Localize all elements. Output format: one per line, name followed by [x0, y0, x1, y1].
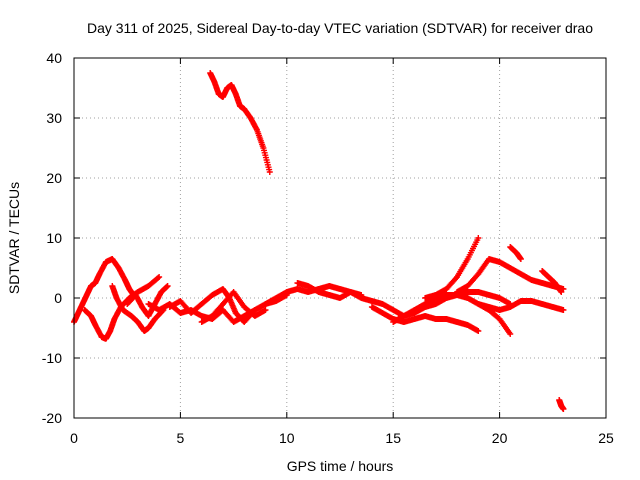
data-point: [475, 328, 482, 334]
chart-title: Day 311 of 2025, Sidereal Day-to-day VTE…: [87, 20, 593, 36]
y-tick-label: 40: [46, 50, 62, 66]
series-arc-17: [539, 268, 565, 295]
data-point: [475, 235, 482, 241]
grid-lines: [74, 58, 606, 418]
y-tick-label: 0: [54, 290, 62, 306]
data-point: [560, 406, 567, 412]
series-arc-7: [198, 289, 269, 325]
y-tick-label: 30: [46, 110, 62, 126]
data-point: [164, 283, 171, 289]
series-arc-16: [507, 244, 524, 262]
data-point: [251, 307, 258, 313]
series-arc-2: [81, 274, 163, 342]
x-tick-label: 25: [598, 430, 614, 446]
data-point: [517, 256, 524, 262]
x-axis-label: GPS time / hours: [287, 458, 394, 474]
series-arc-1: [71, 256, 137, 325]
y-tick-label: -10: [42, 350, 62, 366]
y-tick-label: 10: [46, 230, 62, 246]
x-tick-label: 5: [177, 430, 185, 446]
series-arc-19: [207, 70, 273, 175]
series-arc-18: [556, 397, 567, 412]
axis-ticks: 0 5 10 15 20 25 -20 -10 0 10 20 30 40: [42, 50, 614, 446]
data-point: [266, 169, 273, 175]
data-point: [262, 307, 269, 313]
x-tick-label: 15: [385, 430, 401, 446]
data-point: [156, 274, 163, 280]
data-point: [358, 292, 365, 298]
series-arc-15: [475, 298, 567, 313]
data-marks: [71, 70, 567, 412]
y-tick-label: -20: [42, 410, 62, 426]
data-point: [560, 307, 567, 313]
x-tick-label: 10: [279, 430, 295, 446]
data-point: [507, 331, 514, 337]
x-tick-label: 20: [492, 430, 508, 446]
series-arc-9: [294, 280, 365, 301]
y-axis-label: SDTVAR / TECUs: [6, 182, 22, 294]
series-arc-3: [109, 283, 167, 334]
data-point: [155, 274, 162, 281]
x-tick-label: 0: [70, 430, 78, 446]
series-arc-10: [368, 304, 482, 334]
data-point: [558, 289, 565, 295]
series-arc-13: [422, 235, 482, 301]
y-tick-label: 20: [46, 170, 62, 186]
